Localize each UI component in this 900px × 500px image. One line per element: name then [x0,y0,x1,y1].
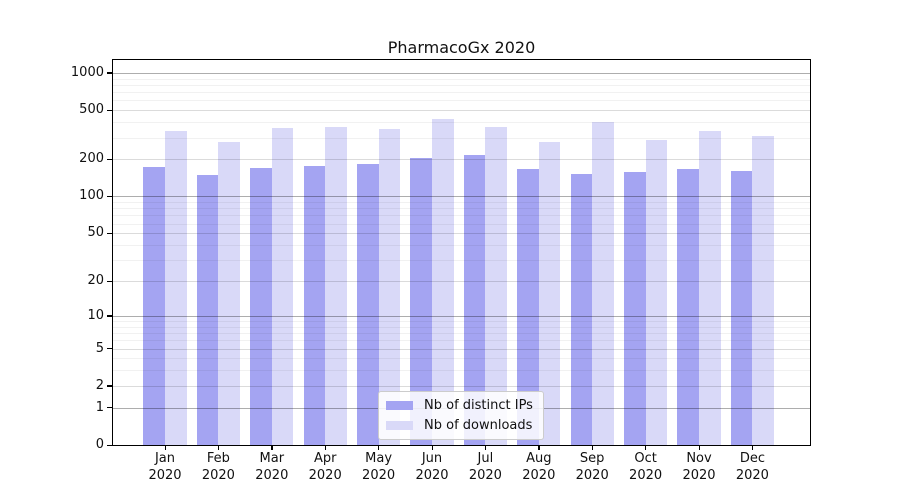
legend-item-downloads: Nb of downloads [386,418,533,433]
y-tick-mark [107,195,113,198]
x-tick-label-jul: Jul 2020 [468,451,502,483]
legend-swatch-distinct-ips [386,401,413,410]
bar-oct-distinct-ips [624,172,646,445]
x-tick-label-oct: Oct 2020 [629,451,663,483]
legend-label-distinct-ips: Nb of distinct IPs [424,398,533,413]
x-tick-label-apr: Apr 2020 [308,451,342,483]
x-tick-mark [431,445,433,450]
x-tick-mark [698,445,700,450]
bar-jul-downloads [485,126,507,445]
x-tick-label-sep: Sep 2020 [575,451,609,483]
legend-item-distinct-ips: Nb of distinct IPs [386,398,533,413]
x-tick-mark [751,445,754,450]
bar-dec-distinct-ips [730,171,753,445]
x-tick-label-nov: Nov 2020 [682,451,716,483]
x-tick-label-aug: Aug 2020 [522,451,556,483]
bar-mar-distinct-ips [250,168,272,445]
bar-feb-distinct-ips [196,174,219,445]
bar-sep-distinct-ips [570,173,593,445]
x-tick-label-may: May 2020 [362,451,396,483]
y-tick-mark [107,444,113,446]
x-tick-label-feb: Feb 2020 [201,451,235,483]
chart-title: PharmacoGx 2020 [387,38,536,57]
legend-swatch-downloads [386,421,413,430]
plot-area [112,59,811,446]
bar-jul-distinct-ips [463,155,486,445]
x-tick-mark [645,445,647,450]
bar-jan-downloads [165,131,187,445]
bars-layer [113,60,810,445]
y-tick-label-0: 0 [95,437,104,452]
y-tick-mark [107,280,113,282]
y-tick-label-100: 100 [79,188,104,204]
bar-nov-downloads [699,130,721,445]
x-tick-mark [378,445,380,450]
y-tick-label-10: 10 [87,307,104,323]
bar-aug-distinct-ips [517,169,539,445]
bar-aug-downloads [538,142,561,445]
y-tick-label-200: 200 [79,151,104,167]
bar-apr-downloads [325,126,347,445]
bar-dec-downloads [752,135,774,445]
y-tick-mark [107,109,113,112]
bar-jun-downloads [432,119,454,445]
y-tick-label-500: 500 [79,102,104,118]
x-tick-mark [591,445,593,450]
bar-oct-downloads [645,140,668,445]
y-tick-mark [107,348,113,350]
y-tick-mark [107,407,113,409]
y-tick-label-1: 1 [95,399,104,415]
y-tick-mark [107,385,113,387]
bar-may-downloads [378,129,401,445]
x-tick-label-dec: Dec 2020 [735,451,769,483]
bar-apr-distinct-ips [303,165,326,445]
x-tick-mark [324,445,326,450]
bar-may-distinct-ips [357,164,379,445]
x-tick-mark [164,445,166,450]
y-tick-mark [107,315,113,317]
y-tick-mark [107,232,113,235]
bar-sep-downloads [592,122,614,445]
x-tick-mark [538,445,540,450]
x-tick-label-mar: Mar 2020 [255,451,289,483]
x-tick-mark [484,445,487,450]
bar-jun-distinct-ips [410,157,432,445]
x-tick-mark [217,445,220,450]
legend-label-downloads: Nb of downloads [424,418,533,433]
y-tick-mark [107,158,113,161]
y-tick-label-50: 50 [87,225,104,241]
x-tick-label-jan: Jan 2020 [148,451,182,483]
y-tick-mark [107,72,113,74]
x-tick-mark [271,445,273,450]
y-tick-label-1000: 1000 [70,64,104,80]
bar-mar-downloads [271,128,294,445]
bar-nov-distinct-ips [677,169,699,445]
y-tick-label-2: 2 [95,377,104,393]
x-tick-label-jun: Jun 2020 [415,451,449,483]
bar-jan-distinct-ips [143,167,165,445]
legend: Nb of distinct IPs Nb of downloads [378,391,544,440]
bar-feb-downloads [218,142,240,445]
y-tick-label-5: 5 [95,340,104,356]
y-tick-label-20: 20 [87,273,104,289]
